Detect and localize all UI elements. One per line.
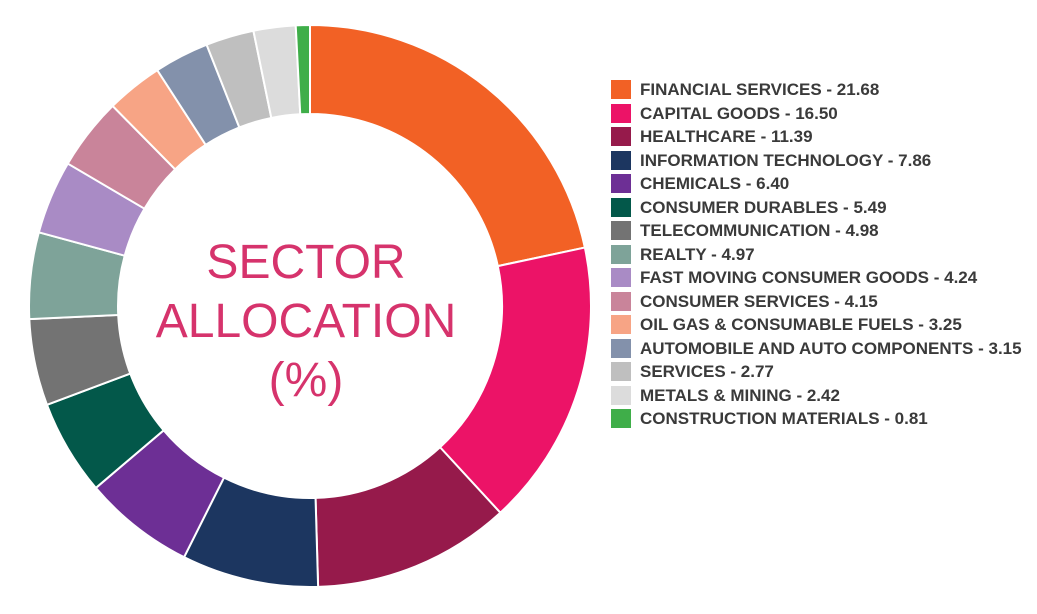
legend-label: HEALTHCARE - 11.39 <box>640 127 813 146</box>
legend-item-consumer-durables: CONSUMER DURABLES - 5.49 <box>611 196 1031 220</box>
legend-label: AUTOMOBILE AND AUTO COMPONENTS - 3.15 <box>640 338 1022 358</box>
legend-swatch <box>611 409 631 428</box>
legend-item-healthcare: HEALTHCARE - 11.39 <box>611 125 1031 149</box>
donut-slices <box>28 23 592 588</box>
legend-item-realty: REALTY - 4.97 <box>611 243 1031 267</box>
legend-swatch <box>611 103 631 123</box>
center-title-line-2: ALLOCATION <box>156 295 457 348</box>
legend-swatch <box>611 80 631 99</box>
legend-item-telecommunication: TELECOMMUNICATION - 4.98 <box>611 219 1031 243</box>
legend-item-financial-services: FINANCIAL SERVICES - 21.68 <box>611 78 1031 102</box>
legend-label: FAST MOVING CONSUMER GOODS - 4.24 <box>640 268 978 287</box>
slice-construction-materials <box>294 23 311 116</box>
legend-label: METALS & MINING - 2.42 <box>640 385 840 405</box>
legend-swatch <box>611 174 631 193</box>
legend-label: TELECOMMUNICATION - 4.98 <box>640 221 879 240</box>
legend-label: FINANCIAL SERVICES - 21.68 <box>640 80 880 99</box>
legend-label: INFORMATION TECHNOLOGY - 7.86 <box>640 150 932 170</box>
legend-swatch <box>611 362 631 381</box>
legend-label: CAPITAL GOODS - 16.50 <box>640 103 838 123</box>
legend-swatch <box>611 150 631 170</box>
legend-swatch <box>611 244 631 264</box>
legend-item-information-technology: INFORMATION TECHNOLOGY - 7.86 <box>611 149 1031 173</box>
legend-label: CONSUMER SERVICES - 4.15 <box>640 291 878 311</box>
legend-swatch <box>611 127 631 146</box>
legend-swatch <box>611 315 631 334</box>
legend-label: CONSTRUCTION MATERIALS - 0.81 <box>640 409 928 428</box>
legend-swatch <box>611 221 631 240</box>
legend-item-metals-and-mining: METALS & MINING - 2.42 <box>611 384 1031 408</box>
legend-item-capital-goods: CAPITAL GOODS - 16.50 <box>611 102 1031 126</box>
legend-swatch <box>611 197 631 217</box>
legend-swatch <box>611 291 631 311</box>
center-title-line-3: (%) <box>269 354 344 407</box>
slice-financial-services <box>309 23 587 268</box>
legend-item-oil-gas-and-consumable-fuels: OIL GAS & CONSUMABLE FUELS - 3.25 <box>611 313 1031 337</box>
legend-item-consumer-services: CONSUMER SERVICES - 4.15 <box>611 290 1031 314</box>
legend-label: REALTY - 4.97 <box>640 244 755 264</box>
legend-label: SERVICES - 2.77 <box>640 362 774 381</box>
legend-item-automobile-and-auto-components: AUTOMOBILE AND AUTO COMPONENTS - 3.15 <box>611 337 1031 361</box>
legend-swatch <box>611 338 631 358</box>
legend-item-construction-materials: CONSTRUCTION MATERIALS - 0.81 <box>611 407 1031 431</box>
chart-legend: FINANCIAL SERVICES - 21.68 CAPITAL GOODS … <box>611 78 1031 431</box>
legend-label: CHEMICALS - 6.40 <box>640 174 790 193</box>
center-title-line-1: SECTOR <box>206 236 405 289</box>
legend-swatch <box>611 268 631 287</box>
legend-item-chemicals: CHEMICALS - 6.40 <box>611 172 1031 196</box>
legend-swatch <box>611 385 631 405</box>
legend-label: OIL GAS & CONSUMABLE FUELS - 3.25 <box>640 315 962 334</box>
legend-item-services: SERVICES - 2.77 <box>611 360 1031 384</box>
legend-label: CONSUMER DURABLES - 5.49 <box>640 197 887 217</box>
legend-item-fast-moving-consumer-goods: FAST MOVING CONSUMER GOODS - 4.24 <box>611 266 1031 290</box>
